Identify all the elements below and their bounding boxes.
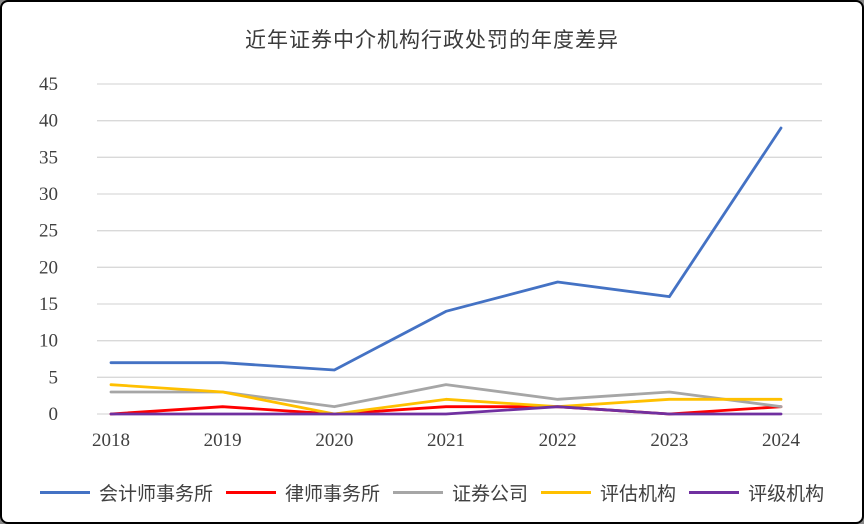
legend-line-swatch — [40, 491, 90, 494]
legend-item-law-firms: 律师事务所 — [226, 479, 380, 506]
y-axis-tick-label: 45 — [39, 74, 58, 95]
y-axis-tick-label: 35 — [39, 147, 58, 168]
x-axis-tick-label: 2024 — [762, 430, 801, 451]
x-axis-tick-label: 2021 — [427, 430, 465, 451]
series-line-评级机构 — [109, 405, 783, 416]
y-axis-tick-label: 25 — [39, 221, 58, 242]
legend-line-swatch — [393, 491, 444, 494]
y-axis-tick-labels: 0 5 10 15 20 25 30 35 40 45 — [39, 74, 58, 425]
y-axis-tick-label: 15 — [39, 294, 58, 315]
series-lines-group — [109, 126, 783, 416]
legend-label: 会计师事务所 — [99, 484, 214, 505]
x-axis-tick-label: 2019 — [204, 430, 242, 451]
x-axis-tick-label: 2018 — [92, 430, 130, 451]
y-axis-tick-label: 30 — [39, 184, 58, 205]
chart-legend: 会计师事务所 律师事务所 证券公司 评估机构 评级机构 — [40, 479, 824, 506]
legend-item-accounting-firms: 会计师事务所 — [40, 479, 213, 506]
series-line-会计师事务所 — [109, 126, 783, 372]
y-axis-tick-label: 5 — [49, 367, 59, 388]
legend-item-securities-companies: 证券公司 — [393, 479, 528, 506]
legend-line-swatch — [689, 491, 740, 494]
legend-label: 证券公司 — [452, 484, 529, 505]
x-axis-tick-label: 2020 — [315, 430, 353, 451]
y-axis-tick-label: 20 — [39, 257, 58, 278]
legend-item-rating-agencies: 评级机构 — [689, 479, 824, 506]
y-axis-tick-label: 10 — [39, 331, 58, 352]
y-axis-tick-label: 40 — [39, 111, 58, 132]
series-line-证券公司 — [109, 383, 783, 409]
chart-title: 近年证券中介机构行政处罚的年度差异 — [245, 28, 619, 52]
legend-line-swatch — [541, 491, 592, 494]
legend-label: 评级机构 — [748, 484, 825, 505]
legend-label: 律师事务所 — [285, 484, 381, 505]
x-axis-tick-label: 2022 — [539, 430, 577, 451]
legend-item-appraisal-agencies: 评估机构 — [541, 479, 676, 506]
y-axis-tick-label: 0 — [49, 404, 59, 425]
gridlines-group — [97, 83, 822, 415]
x-axis-tick-labels: 2018 2019 2020 2021 2022 2023 2024 — [92, 430, 801, 451]
x-axis-tick-label: 2023 — [650, 430, 688, 451]
legend-line-swatch — [226, 491, 277, 494]
series-line-评估机构 — [109, 383, 783, 416]
legend-label: 评估机构 — [600, 484, 677, 505]
